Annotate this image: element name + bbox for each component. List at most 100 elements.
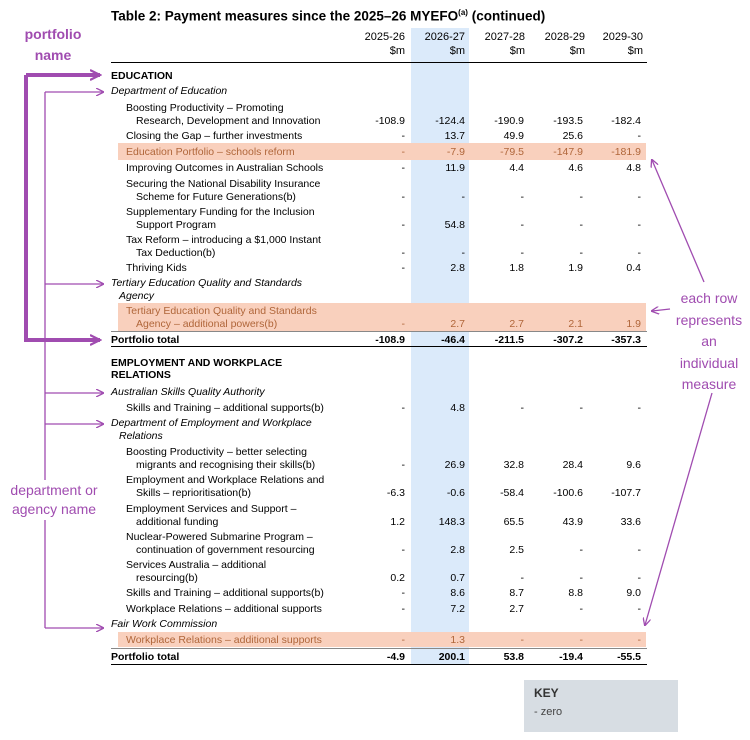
table-cell: -190.9: [494, 114, 524, 127]
portfolio-bracket-arrow: [24, 75, 100, 340]
table-cell: -: [579, 571, 584, 584]
department-name: Tertiary Education Quality and Standards: [111, 277, 303, 289]
table-cell: -181.9: [611, 146, 641, 158]
measure-label: Supplementary Funding for the Inclusion S…: [126, 206, 315, 231]
table-cell: 1.9: [568, 262, 583, 274]
department-name: Fair Work Commission: [111, 618, 218, 630]
table-cell: -: [637, 190, 642, 203]
measure-arrow: [652, 160, 705, 283]
table-cell: -: [579, 402, 584, 414]
measure-label: Tax Reform – introducing a $1,000 Instan…: [126, 234, 321, 259]
table-cell: -: [520, 571, 525, 584]
table-cell: -124.4: [435, 114, 465, 127]
table-cell: -: [637, 246, 642, 259]
table-cell: -: [637, 571, 642, 584]
measure-label: Workplace Relations – additional support…: [126, 603, 322, 615]
table-cell: -4.9: [386, 651, 405, 663]
table-cell: -6.3: [386, 486, 405, 499]
table-cell: -108.9: [375, 114, 405, 127]
table-cell: -: [579, 634, 584, 646]
table-cell: -: [579, 543, 584, 556]
table-cell: -: [401, 317, 406, 330]
measure-label: Boosting Productivity – better selecting…: [126, 446, 316, 471]
portfolio-name: EMPLOYMENT AND WORKPLACE: [111, 357, 283, 369]
table-title: Table 2: Payment measures since the 2025…: [111, 8, 546, 24]
table-cell: -: [637, 218, 642, 231]
table-cell: 0.7: [450, 571, 465, 584]
key-title: KEY: [534, 686, 559, 700]
table-cell: -147.9: [553, 146, 583, 158]
measure-label: Nuclear-Powered Submarine Program – conti…: [126, 531, 315, 556]
measure-arrow: [652, 309, 671, 311]
table-cell: -0.6: [446, 486, 465, 499]
column-header: 2026-27 $m: [424, 31, 465, 57]
portfolio-total-label: Portfolio total: [111, 334, 180, 346]
annotation-portfolio-name: portfolio name: [24, 26, 82, 63]
highlight-row-fwc: [118, 632, 646, 647]
table-cell: -: [401, 190, 406, 203]
table-cell: -: [579, 246, 584, 259]
table-cell: -46.4: [441, 334, 465, 346]
table-cell: 1.9: [626, 317, 641, 330]
measure-label: Workplace Relations – additional support…: [126, 634, 322, 646]
table-cell: -: [401, 162, 406, 174]
table-cell: 2.7: [509, 603, 524, 615]
table-cell: -79.5: [500, 146, 524, 158]
table-cell: 4.8: [626, 162, 641, 174]
table-cell: -: [401, 458, 406, 471]
table-cell: 33.6: [620, 515, 641, 528]
table-cell: -: [401, 603, 406, 615]
department-name: Department of Education: [111, 85, 228, 97]
column-header: 2028-29 $m: [544, 31, 585, 57]
measure-label: Tertiary Education Quality and Standards…: [126, 305, 317, 330]
measure-label: Skills and Training – additional support…: [126, 587, 324, 599]
table-cell: -: [401, 587, 406, 599]
department-name: Department of Employment and Workplace: [111, 417, 312, 429]
table-cell: -: [401, 130, 406, 142]
table-cell: -: [401, 262, 406, 274]
table-cell: 2.1: [568, 317, 583, 330]
table-cell: 11.9: [445, 162, 465, 174]
table-cell: -7.9: [446, 146, 465, 158]
annotation-department-name: department or agency name: [10, 482, 98, 517]
table-cell: 8.7: [509, 587, 524, 599]
table-cell: 49.9: [503, 130, 524, 142]
table-cell: 2.5: [509, 543, 524, 556]
table-cell: 7.2: [450, 603, 465, 615]
table-cell: 4.8: [450, 402, 465, 414]
table-cell: 8.6: [450, 587, 465, 599]
table-cell: -: [637, 603, 642, 615]
table-cell: -: [579, 190, 584, 203]
highlight-row-teqsa: [118, 303, 646, 331]
table-cell: 53.8: [503, 651, 524, 663]
table-cell: -: [461, 246, 466, 259]
portfolio-total-label: Portfolio total: [111, 651, 180, 663]
table-cell: 54.8: [444, 218, 465, 231]
table-cell: 148.3: [438, 515, 465, 528]
measure-label: Boosting Productivity – Promoting Researc…: [126, 102, 321, 127]
key-item: - zero: [534, 706, 563, 718]
table-cell: -: [637, 543, 642, 556]
table-cell: -307.2: [553, 334, 583, 346]
highlight-row-schools-reform: [118, 143, 646, 160]
table-cell: -100.6: [553, 486, 583, 499]
table-cell: 8.8: [568, 587, 583, 599]
department-name: Agency: [119, 290, 155, 302]
table-cell: -: [401, 146, 406, 158]
table-cell: 2.7: [450, 317, 465, 330]
table-cell: -: [637, 634, 642, 646]
table-cell: -357.3: [611, 334, 641, 346]
table-cell: 65.5: [503, 515, 524, 528]
table-cell: 28.4: [562, 458, 583, 471]
table-cell: 13.7: [444, 130, 465, 142]
table-cell: 2.8: [450, 543, 465, 556]
table-cell: 1.2: [390, 515, 405, 528]
table-cell: -: [637, 402, 642, 414]
measure-label: Services Australia – additional resourcin…: [126, 559, 267, 584]
measure-label: Securing the National Disability Insuran…: [126, 178, 321, 203]
table-cell: 32.8: [503, 458, 524, 471]
table-cell: -: [401, 218, 406, 231]
table-cell: -107.7: [611, 486, 641, 499]
table-cell: -: [401, 543, 406, 556]
table-cell: 4.6: [568, 162, 583, 174]
